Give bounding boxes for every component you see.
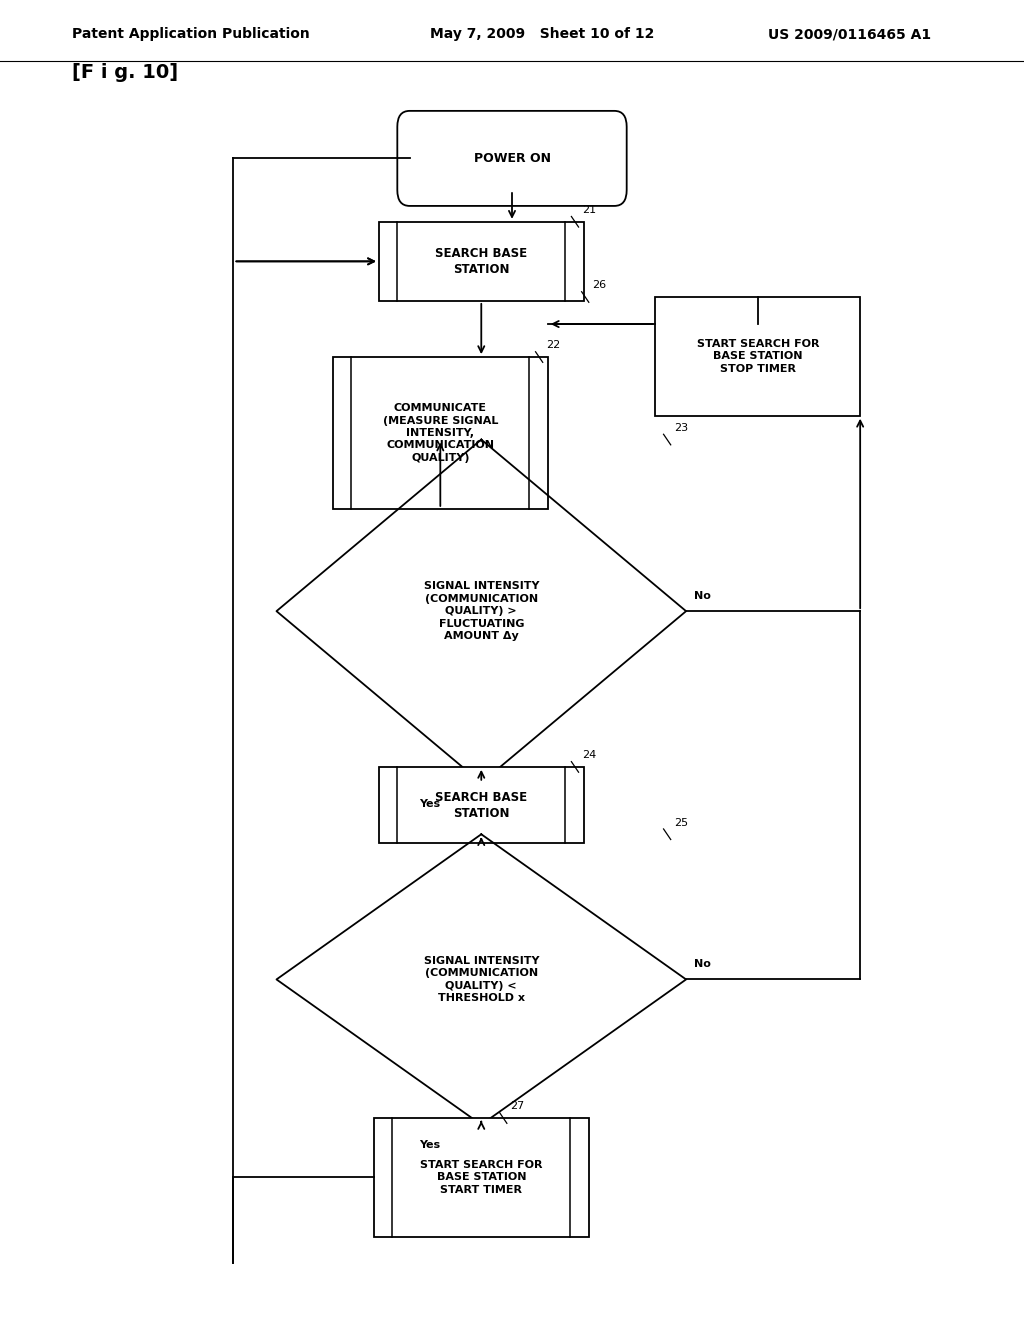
Text: 27: 27 bbox=[510, 1101, 524, 1111]
Text: 23: 23 bbox=[674, 422, 688, 433]
Text: No: No bbox=[694, 590, 711, 601]
Text: US 2009/0116465 A1: US 2009/0116465 A1 bbox=[768, 28, 931, 41]
Text: START SEARCH FOR
BASE STATION
STOP TIMER: START SEARCH FOR BASE STATION STOP TIMER bbox=[696, 339, 819, 374]
Text: COMMUNICATE
(MEASURE SIGNAL
INTENSITY,
COMMUNICATION
QUALITY): COMMUNICATE (MEASURE SIGNAL INTENSITY, C… bbox=[383, 403, 498, 463]
Text: [F i g. 10]: [F i g. 10] bbox=[72, 63, 178, 82]
Text: SIGNAL INTENSITY
(COMMUNICATION
QUALITY) >
FLUCTUATING
AMOUNT Δy: SIGNAL INTENSITY (COMMUNICATION QUALITY)… bbox=[424, 581, 539, 642]
Text: POWER ON: POWER ON bbox=[473, 152, 551, 165]
Text: 24: 24 bbox=[582, 750, 596, 760]
Text: SEARCH BASE
STATION: SEARCH BASE STATION bbox=[435, 247, 527, 276]
Bar bbox=[379, 767, 584, 843]
Text: Patent Application Publication: Patent Application Publication bbox=[72, 28, 309, 41]
Text: Yes: Yes bbox=[419, 799, 440, 809]
Text: 21: 21 bbox=[582, 205, 596, 215]
Bar bbox=[655, 297, 860, 416]
Text: May 7, 2009   Sheet 10 of 12: May 7, 2009 Sheet 10 of 12 bbox=[430, 28, 654, 41]
Text: SIGNAL INTENSITY
(COMMUNICATION
QUALITY) <
THRESHOLD x: SIGNAL INTENSITY (COMMUNICATION QUALITY)… bbox=[424, 956, 539, 1003]
Text: No: No bbox=[694, 958, 711, 969]
Bar bbox=[379, 222, 584, 301]
Text: 26: 26 bbox=[592, 280, 606, 290]
Text: START SEARCH FOR
BASE STATION
START TIMER: START SEARCH FOR BASE STATION START TIME… bbox=[420, 1160, 543, 1195]
Bar bbox=[333, 356, 548, 508]
Bar bbox=[374, 1118, 589, 1237]
Text: 22: 22 bbox=[546, 341, 560, 350]
Text: SEARCH BASE
STATION: SEARCH BASE STATION bbox=[435, 791, 527, 820]
Text: Yes: Yes bbox=[419, 1140, 440, 1151]
Text: 25: 25 bbox=[674, 817, 688, 828]
FancyBboxPatch shape bbox=[397, 111, 627, 206]
